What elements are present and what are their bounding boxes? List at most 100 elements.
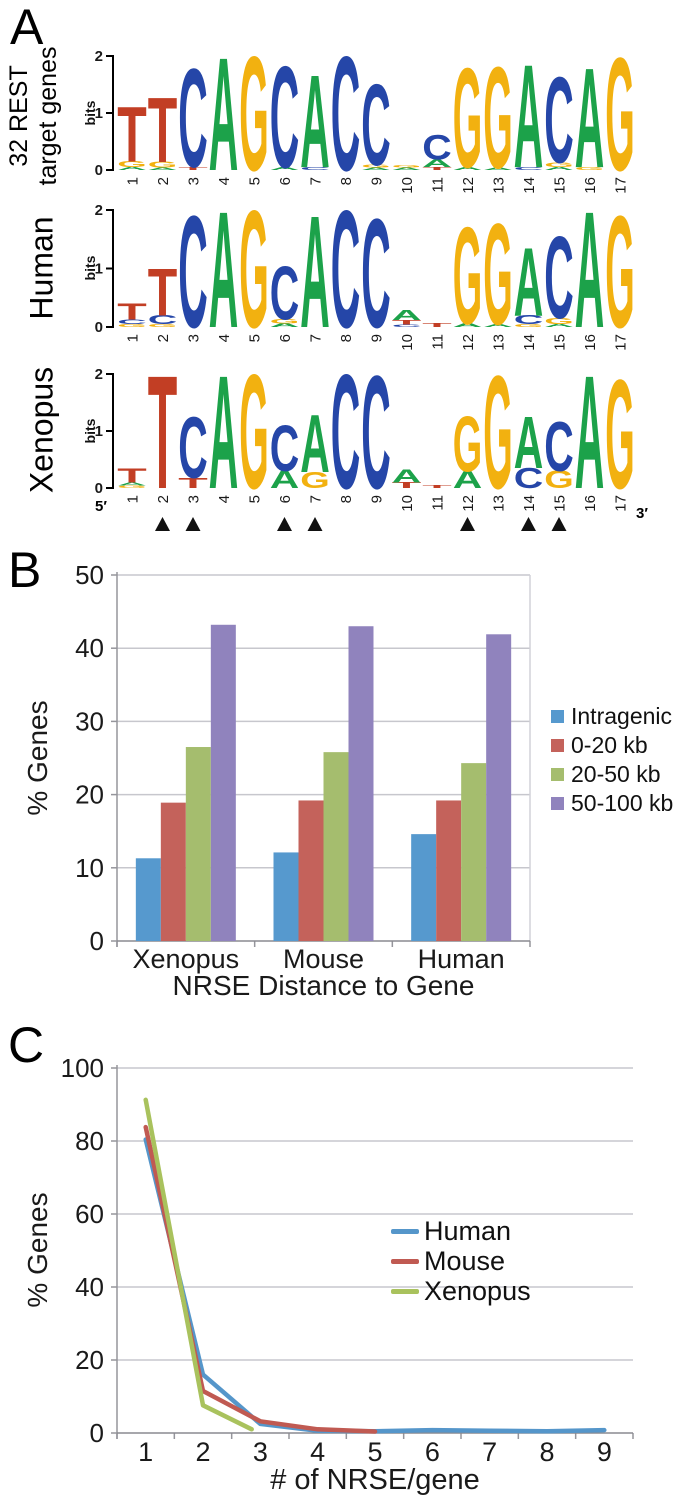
logo-letter-C: C bbox=[331, 23, 361, 205]
logo-letter-A: A bbox=[270, 166, 300, 171]
bits-tick-label: 0 bbox=[95, 480, 103, 497]
legend-item-human: Human bbox=[391, 1216, 531, 1246]
logo-letter-G: G bbox=[117, 323, 146, 328]
logo-position-label: 9 bbox=[369, 177, 386, 185]
logo-letter-T: T bbox=[178, 475, 208, 492]
logo-letter-G: G bbox=[575, 166, 605, 171]
legend-item-50-100kb: 50-100 kb bbox=[551, 789, 673, 818]
logo-letter-A: A bbox=[392, 307, 421, 323]
logo-position-label: 15 bbox=[552, 334, 569, 351]
logo-position-label: 11 bbox=[430, 334, 447, 350]
logo-letter-C: C bbox=[514, 462, 543, 495]
logo-position-label: 10 bbox=[399, 495, 416, 512]
logo-letter-C: C bbox=[514, 313, 544, 327]
logo-letter-C: C bbox=[361, 341, 391, 522]
logo-letter-G: G bbox=[239, 175, 268, 363]
bits-tick-label: 2 bbox=[95, 48, 103, 65]
panel-b-x-axis-title: NRSE Distance to Gene bbox=[172, 970, 475, 1001]
logo-letter-A: A bbox=[300, 182, 330, 361]
bits-tick-label: 2 bbox=[95, 202, 103, 219]
arrowhead-marker bbox=[307, 517, 323, 531]
legend-swatch-mouse bbox=[391, 1258, 419, 1264]
logo-letter-G: G bbox=[544, 161, 573, 169]
logo-letter-C: C bbox=[392, 324, 422, 328]
arrowhead-marker bbox=[155, 517, 170, 531]
logo-position-label: 3 bbox=[186, 495, 203, 503]
logo-letter-T: T bbox=[422, 484, 452, 490]
y-tick-label: 30 bbox=[75, 706, 104, 736]
logo-position-label: 17 bbox=[613, 495, 630, 512]
logo-position-label: 9 bbox=[369, 495, 386, 503]
panel-c-legend: Human Mouse Xenopus bbox=[391, 1216, 531, 1306]
legend-item-20-50kb: 20-50 kb bbox=[551, 760, 673, 789]
five-prime-label: 5′ bbox=[95, 498, 107, 515]
panel-c-x-axis-title: # of NRSE/gene bbox=[270, 1464, 480, 1496]
legend-label-human: Human bbox=[424, 1215, 512, 1246]
logo-position-label: 7 bbox=[308, 177, 325, 185]
legend-label-0-20kb: 0-20 kb bbox=[571, 732, 648, 758]
bits-tick-label: 0 bbox=[95, 319, 103, 336]
logo-letter-T: T bbox=[422, 323, 452, 329]
logo-letter-G: G bbox=[148, 160, 177, 169]
logo-letter-A: A bbox=[514, 34, 544, 199]
y-tick-label: 0 bbox=[90, 926, 104, 956]
logo-letter-G: G bbox=[605, 348, 634, 523]
logo-letter-A: A bbox=[453, 323, 483, 329]
legend-swatch-intragenic bbox=[551, 710, 564, 723]
bar-xenopus-3 bbox=[210, 624, 236, 941]
logo-letter-A: A bbox=[575, 39, 605, 198]
logo-letter-C: C bbox=[117, 318, 146, 326]
panel-b-label: B bbox=[8, 542, 42, 598]
logo-position-label: 5 bbox=[247, 177, 264, 185]
logo-position-label: 16 bbox=[582, 495, 599, 512]
logo-letter-G: G bbox=[514, 323, 543, 328]
logo-letter-C: C bbox=[178, 39, 208, 197]
logo-title-line2: target genes bbox=[34, 46, 62, 186]
bar-mouse-2 bbox=[323, 752, 349, 941]
logo-position-label: 1 bbox=[125, 177, 142, 185]
y-tick-label: 20 bbox=[75, 1345, 104, 1375]
logo-letter-A: A bbox=[209, 177, 239, 362]
legend-item-mouse: Mouse bbox=[391, 1246, 531, 1276]
logo-letter-C: C bbox=[361, 187, 391, 361]
x-tick-label: 9 bbox=[597, 1437, 612, 1467]
logo-letter-G: G bbox=[483, 194, 512, 355]
logo-letter-C: C bbox=[544, 409, 574, 487]
logo-letter-C: C bbox=[544, 53, 574, 190]
logo-position-label: 4 bbox=[216, 177, 233, 185]
logo-letter-A: A bbox=[117, 166, 147, 171]
logo-letter-A: A bbox=[422, 158, 452, 170]
logo-letter-A: A bbox=[575, 341, 605, 522]
logo-position-label: 12 bbox=[460, 495, 477, 512]
logo-letter-C: C bbox=[270, 250, 300, 336]
x-tick-label: 8 bbox=[539, 1437, 554, 1467]
logo-letter-A: A bbox=[544, 166, 574, 171]
logo-letter-G: G bbox=[117, 160, 146, 169]
logo-letter-T: T bbox=[392, 319, 421, 326]
logo-letter-A: A bbox=[148, 167, 178, 171]
x-tick-label: 1 bbox=[138, 1437, 153, 1467]
logo-letter-G: G bbox=[148, 323, 177, 328]
logo-letter-G: G bbox=[117, 485, 146, 489]
logo-title-xenopus: Xenopus bbox=[23, 366, 60, 494]
logo-letter-T: T bbox=[117, 90, 147, 178]
x-tick-label: 3 bbox=[253, 1437, 268, 1467]
logo-position-label: 5 bbox=[247, 334, 264, 342]
logo-letter-G: G bbox=[453, 198, 482, 354]
x-tick-label: 4 bbox=[310, 1437, 325, 1467]
logo-letter-T: T bbox=[178, 166, 208, 172]
logo-letter-C: C bbox=[270, 411, 300, 486]
legend-swatch-xenopus bbox=[391, 1288, 419, 1294]
three-prime-label: 3′ bbox=[636, 505, 648, 522]
logo-letter-A: A bbox=[483, 323, 513, 328]
bar-mouse-3 bbox=[348, 626, 374, 941]
logo-position-label: 2 bbox=[155, 177, 172, 185]
logo-position-label: 6 bbox=[277, 177, 294, 185]
logo-position-label: 2 bbox=[155, 495, 172, 503]
logo-letter-G: G bbox=[453, 40, 482, 199]
bar-mouse-0 bbox=[273, 852, 299, 941]
logo-letter-A: A bbox=[453, 166, 483, 171]
logo-position-label: 12 bbox=[460, 177, 477, 194]
logo-position-label: 14 bbox=[521, 495, 538, 512]
logo-letter-A: A bbox=[483, 167, 513, 171]
